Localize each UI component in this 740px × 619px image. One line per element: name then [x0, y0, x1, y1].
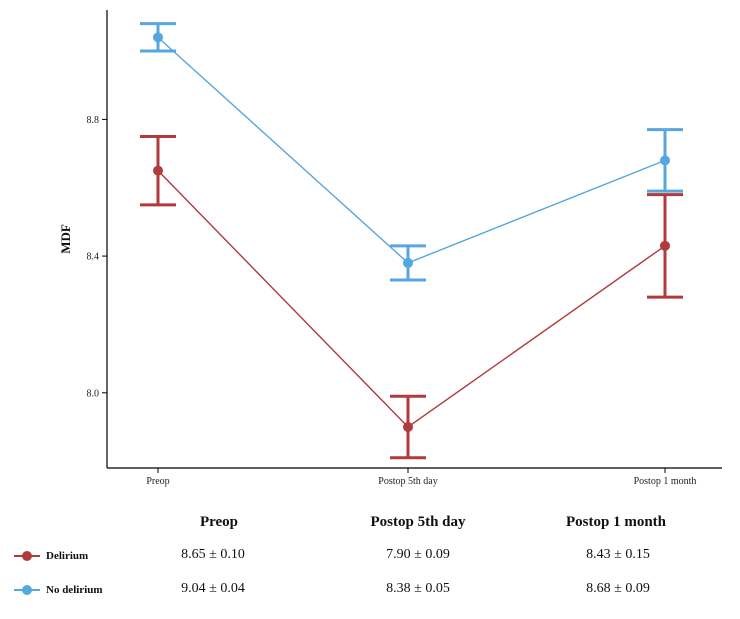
no-delirium-point-postop-1-month — [660, 155, 670, 166]
table-header-postop-5th-day: Postop 5th day — [370, 514, 466, 530]
no-delirium-postop-1-month-value: 8.68 ± 0.09 — [586, 581, 650, 596]
x-tick-label-postop-5th-day: Postop 5th day — [378, 476, 437, 487]
delirium-postop-1-month-value: 8.43 ± 0.15 — [586, 547, 650, 562]
x-tick-label-postop-1-month: Postop 1 month — [634, 476, 697, 487]
x-tick-label-preop: Preop — [146, 476, 169, 487]
delirium-series-line — [157, 170, 666, 428]
legend-item-no-delirium: No delirium — [14, 580, 103, 600]
delirium-marker-dot — [22, 551, 32, 561]
delirium-postop-5th-day-value: 7.90 ± 0.09 — [386, 547, 450, 562]
mdf-line-chart: 8.0 8.4 8.8 Preop Postop 5th day Postop 1 mon… — [58, 10, 722, 487]
summary-table: Preop Postop 5th day Postop 1 month Deli… — [0, 500, 740, 610]
no-delirium-marker-icon — [14, 583, 40, 597]
no-delirium-point-postop-5th-day — [403, 257, 413, 268]
legend-label-no-delirium: No delirium — [46, 584, 103, 596]
table-header-preop: Preop — [199, 514, 239, 530]
delirium-point-preop — [153, 165, 163, 176]
legend-item-delirium: Delirium — [14, 546, 88, 566]
y-axis-title: MDF — [58, 224, 73, 254]
no-delirium-marker-dot — [22, 585, 32, 595]
no-delirium-postop-5th-day-value: 8.38 ± 0.05 — [386, 581, 450, 596]
no-delirium-series-line — [157, 36, 666, 264]
delirium-marker-icon — [14, 549, 40, 563]
no-delirium-preop-value: 9.04 ± 0.04 — [181, 581, 245, 596]
y-tick-label-8-4: 8.4 — [87, 252, 100, 263]
y-tick-label-8: 8.0 — [87, 388, 100, 399]
delirium-preop-value: 8.65 ± 0.10 — [181, 547, 245, 562]
no-delirium-point-preop — [153, 32, 163, 43]
delirium-point-postop-5th-day — [403, 421, 413, 432]
legend-label-delirium: Delirium — [46, 550, 89, 562]
y-tick-label-8-8: 8.8 — [87, 115, 100, 126]
delirium-point-postop-1-month — [660, 240, 670, 251]
table-header-postop-1-month: Postop 1 month — [565, 514, 667, 530]
